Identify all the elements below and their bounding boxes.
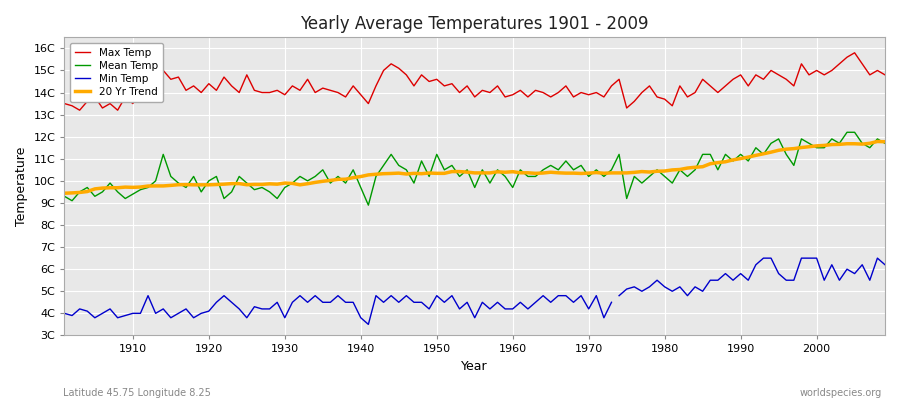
- 20 Yr Trend: [508, 169, 518, 174]
- Line: Mean Temp: Mean Temp: [65, 132, 885, 205]
- Min Temp: [59, 311, 70, 316]
- Line: 20 Yr Trend: 20 Yr Trend: [65, 142, 885, 193]
- Max Temp: [340, 94, 351, 99]
- X-axis label: Year: Year: [462, 360, 488, 373]
- 20 Yr Trend: [598, 171, 609, 176]
- Max Temp: [508, 92, 518, 97]
- Min Temp: [545, 300, 556, 305]
- Max Temp: [75, 108, 86, 112]
- Max Temp: [515, 88, 526, 93]
- Mean Temp: [508, 185, 518, 190]
- 20 Yr Trend: [120, 185, 130, 190]
- 20 Yr Trend: [287, 181, 298, 186]
- Mean Temp: [842, 130, 852, 135]
- Mean Temp: [333, 174, 344, 179]
- Min Temp: [606, 300, 616, 305]
- Max Temp: [879, 72, 890, 77]
- Text: Latitude 45.75 Longitude 8.25: Latitude 45.75 Longitude 8.25: [63, 388, 211, 398]
- 20 Yr Trend: [879, 139, 890, 144]
- 20 Yr Trend: [500, 170, 510, 175]
- Line: Min Temp: Min Temp: [65, 296, 611, 324]
- Min Temp: [142, 293, 153, 298]
- Text: worldspecies.org: worldspecies.org: [800, 388, 882, 398]
- Mean Temp: [606, 168, 616, 172]
- Max Temp: [294, 88, 305, 93]
- Legend: Max Temp, Mean Temp, Min Temp, 20 Yr Trend: Max Temp, Mean Temp, Min Temp, 20 Yr Tre…: [69, 42, 163, 102]
- 20 Yr Trend: [59, 191, 70, 196]
- Mean Temp: [59, 194, 70, 199]
- 20 Yr Trend: [333, 177, 344, 182]
- Min Temp: [568, 300, 579, 305]
- Min Temp: [340, 300, 351, 305]
- Max Temp: [850, 50, 860, 55]
- Mean Temp: [515, 168, 526, 172]
- Min Temp: [188, 315, 199, 320]
- Max Temp: [606, 84, 616, 88]
- Max Temp: [59, 101, 70, 106]
- 20 Yr Trend: [872, 139, 883, 144]
- Max Temp: [128, 101, 139, 106]
- Mean Temp: [879, 141, 890, 146]
- Y-axis label: Temperature: Temperature: [15, 147, 28, 226]
- Title: Yearly Average Temperatures 1901 - 2009: Yearly Average Temperatures 1901 - 2009: [301, 15, 649, 33]
- Mean Temp: [363, 203, 374, 208]
- Min Temp: [530, 300, 541, 305]
- Min Temp: [363, 322, 374, 327]
- Min Temp: [249, 304, 260, 309]
- Mean Temp: [287, 181, 298, 186]
- Mean Temp: [120, 196, 130, 201]
- Line: Max Temp: Max Temp: [65, 53, 885, 110]
